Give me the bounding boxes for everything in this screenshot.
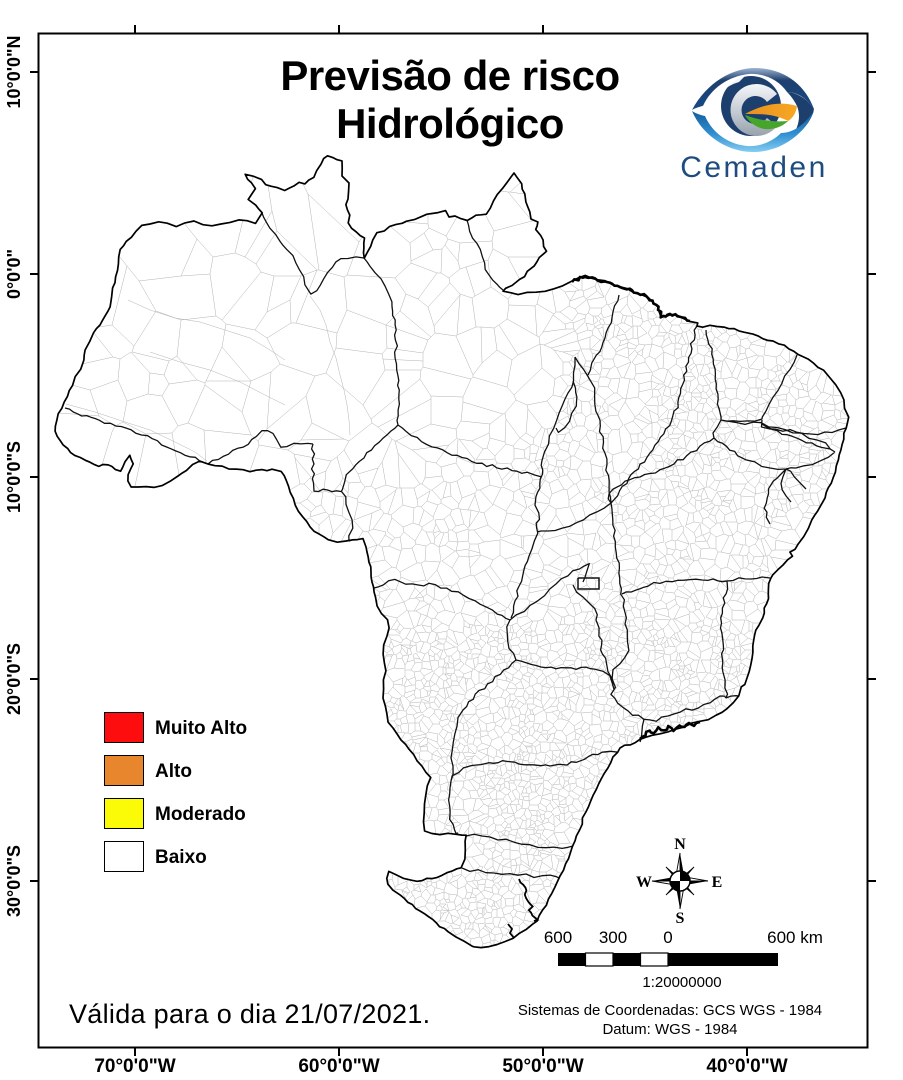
svg-text:Cemaden: Cemaden: [680, 151, 828, 184]
svg-text:0: 0: [663, 928, 672, 947]
svg-text:600 km: 600 km: [767, 928, 823, 947]
svg-text:300: 300: [599, 928, 627, 947]
svg-text:E: E: [712, 874, 723, 891]
svg-text:W: W: [636, 874, 652, 891]
svg-text:S: S: [676, 910, 685, 927]
svg-text:600: 600: [544, 928, 572, 947]
svg-text:N: N: [674, 836, 686, 853]
